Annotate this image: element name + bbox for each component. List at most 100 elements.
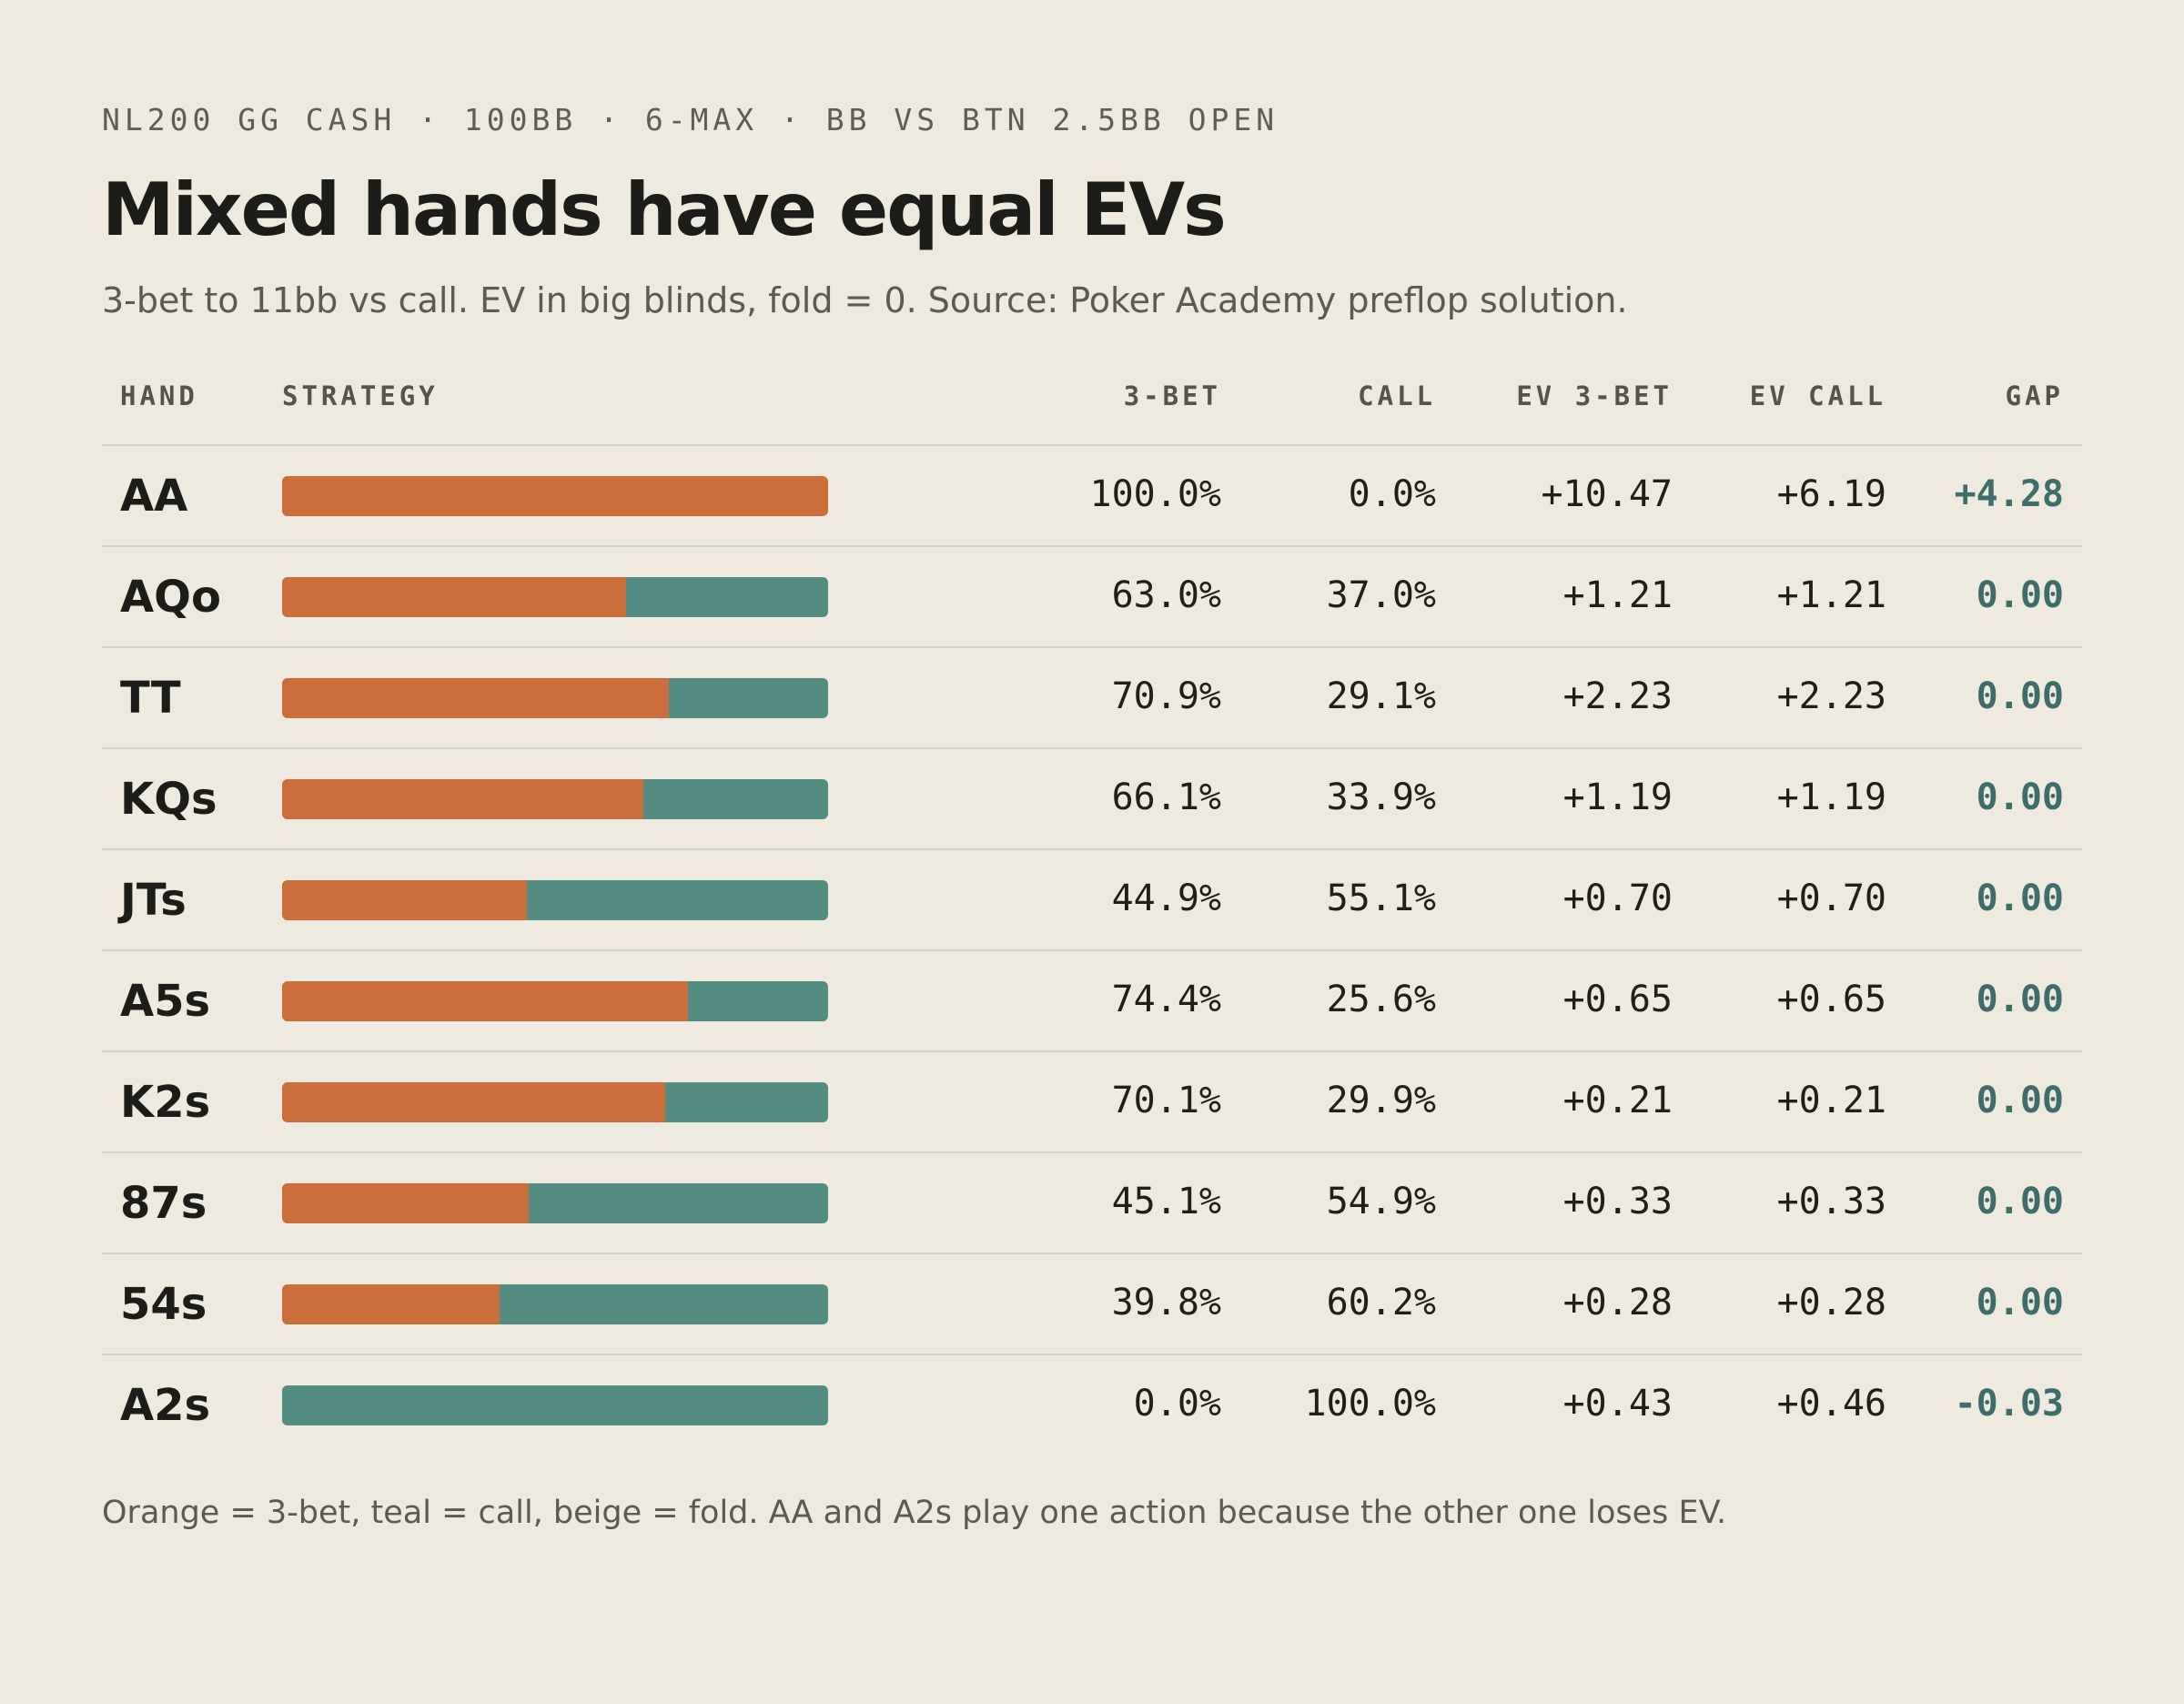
table-row: KQs 66.1% 33.9% +1.19 +1.19 0.00: [102, 749, 2082, 850]
cell-gap: -0.03: [1954, 1383, 2064, 1425]
cell-ev-call: +0.70: [1776, 877, 1886, 919]
cell-ev-3bet: +0.21: [1562, 1080, 1673, 1121]
cell-3bet: 66.1%: [1111, 776, 1221, 818]
cell-ev-3bet: +10.47: [1541, 473, 1673, 515]
cell-ev-call: +1.19: [1776, 776, 1886, 818]
bar-segment-call: [282, 1385, 828, 1425]
cell-3bet: 0.0%: [1133, 1383, 1221, 1425]
cell-3bet: 100.0%: [1089, 473, 1222, 515]
bar-segment-3bet: [282, 1082, 665, 1122]
hand-label: AQo: [120, 572, 221, 623]
hand-label: KQs: [120, 774, 217, 825]
cell-ev-call: +0.65: [1776, 979, 1886, 1020]
cell-gap: +4.28: [1954, 473, 2064, 515]
cell-gap: 0.00: [1976, 877, 2064, 919]
cell-call: 33.9%: [1326, 776, 1436, 818]
hand-label: TT: [120, 673, 181, 724]
strategy-bar: [282, 1082, 828, 1122]
column-header-3bet: 3-BET: [1123, 380, 1221, 411]
hand-label: JTs: [120, 875, 187, 926]
cell-gap: 0.00: [1976, 675, 2064, 717]
bar-segment-call: [669, 678, 828, 718]
cell-3bet: 70.9%: [1111, 675, 1221, 717]
bar-segment-3bet: [282, 1284, 500, 1324]
strategy-bar: [282, 678, 828, 718]
cell-ev-call: +0.46: [1776, 1383, 1886, 1425]
cell-call: 60.2%: [1326, 1282, 1436, 1324]
column-header-hand: HAND: [120, 380, 198, 411]
strategy-bar: [282, 981, 828, 1021]
table-row: K2s 70.1% 29.9% +0.21 +0.21 0.00: [102, 1052, 2082, 1153]
table-row: A2s 0.0% 100.0% +0.43 +0.46 -0.03: [102, 1355, 2082, 1455]
cell-ev-3bet: +2.23: [1562, 675, 1673, 717]
cell-ev-call: +6.19: [1776, 473, 1886, 515]
bar-segment-3bet: [282, 1183, 529, 1223]
strategy-bar: [282, 476, 828, 516]
cell-call: 55.1%: [1326, 877, 1436, 919]
subtitle: 3-bet to 11bb vs call. EV in big blinds,…: [102, 280, 1628, 320]
strategy-bar: [282, 1183, 828, 1223]
cell-ev-3bet: +1.21: [1562, 574, 1673, 616]
cell-call: 29.9%: [1326, 1080, 1436, 1121]
hand-label: A5s: [120, 976, 211, 1027]
cell-3bet: 44.9%: [1111, 877, 1221, 919]
strategy-bar: [282, 577, 828, 617]
bar-segment-3bet: [282, 779, 643, 819]
bar-segment-call: [643, 779, 828, 819]
cell-ev-3bet: +0.65: [1562, 979, 1673, 1020]
bar-segment-3bet: [282, 880, 527, 920]
bar-segment-call: [688, 981, 828, 1021]
cell-3bet: 45.1%: [1111, 1181, 1221, 1222]
cell-3bet: 63.0%: [1111, 574, 1221, 616]
cell-call: 25.6%: [1326, 979, 1436, 1020]
bar-segment-3bet: [282, 577, 626, 617]
cell-ev-call: +0.21: [1776, 1080, 1886, 1121]
cell-ev-3bet: +0.28: [1562, 1282, 1673, 1324]
kicker: NL200 GG CASH · 100BB · 6-MAX · BB VS BT…: [102, 102, 1279, 137]
strategy-bar: [282, 880, 828, 920]
cell-ev-3bet: +1.19: [1562, 776, 1673, 818]
cell-call: 100.0%: [1304, 1383, 1437, 1425]
cell-gap: 0.00: [1976, 776, 2064, 818]
hand-label: K2s: [120, 1077, 211, 1128]
cell-ev-call: +1.21: [1776, 574, 1886, 616]
strategy-bar: [282, 1385, 828, 1425]
column-header-ev-3bet: EV 3-BET: [1516, 380, 1673, 411]
cell-ev-3bet: +0.33: [1562, 1181, 1673, 1222]
footnote: Orange = 3-bet, teal = call, beige = fol…: [102, 1495, 1727, 1531]
hand-label: AA: [120, 471, 188, 522]
bar-segment-call: [529, 1183, 828, 1223]
page-title: Mixed hands have equal EVs: [102, 167, 1227, 252]
cell-ev-call: +0.28: [1776, 1282, 1886, 1324]
cell-gap: 0.00: [1976, 1080, 2064, 1121]
bar-segment-call: [500, 1284, 828, 1324]
table-row: AQo 63.0% 37.0% +1.21 +1.21 0.00: [102, 547, 2082, 648]
bar-segment-call: [626, 577, 828, 617]
column-header-gap: GAP: [2005, 380, 2064, 411]
cell-gap: 0.00: [1976, 1282, 2064, 1324]
cell-call: 37.0%: [1326, 574, 1436, 616]
table-row: 54s 39.8% 60.2% +0.28 +0.28 0.00: [102, 1254, 2082, 1355]
cell-call: 0.0%: [1348, 473, 1436, 515]
bar-segment-call: [665, 1082, 828, 1122]
column-header-ev-call: EV CALL: [1749, 380, 1886, 411]
strategy-table: AA 100.0% 0.0% +10.47 +6.19 +4.28 AQo 63.0% 37.0…: [102, 446, 2082, 1455]
table-row: TT 70.9% 29.1% +2.23 +2.23 0.00: [102, 648, 2082, 749]
table-row: 87s 45.1% 54.9% +0.33 +0.33 0.00: [102, 1153, 2082, 1254]
cell-ev-3bet: +0.70: [1562, 877, 1673, 919]
cell-gap: 0.00: [1976, 979, 2064, 1020]
table-header: HAND STRATEGY 3-BET CALL EV 3-BET EV CAL…: [102, 380, 2082, 446]
cell-ev-call: +0.33: [1776, 1181, 1886, 1222]
bar-segment-3bet: [282, 476, 828, 516]
hand-label: A2s: [120, 1380, 211, 1431]
cell-ev-3bet: +0.43: [1562, 1383, 1673, 1425]
column-header-strategy: STRATEGY: [282, 380, 439, 411]
cell-ev-call: +2.23: [1776, 675, 1886, 717]
cell-3bet: 74.4%: [1111, 979, 1221, 1020]
table-row: AA 100.0% 0.0% +10.47 +6.19 +4.28: [102, 446, 2082, 547]
cell-3bet: 70.1%: [1111, 1080, 1221, 1121]
table-row: JTs 44.9% 55.1% +0.70 +0.70 0.00: [102, 850, 2082, 951]
table-row: A5s 74.4% 25.6% +0.65 +0.65 0.00: [102, 951, 2082, 1052]
bar-segment-3bet: [282, 678, 669, 718]
cell-call: 29.1%: [1326, 675, 1436, 717]
